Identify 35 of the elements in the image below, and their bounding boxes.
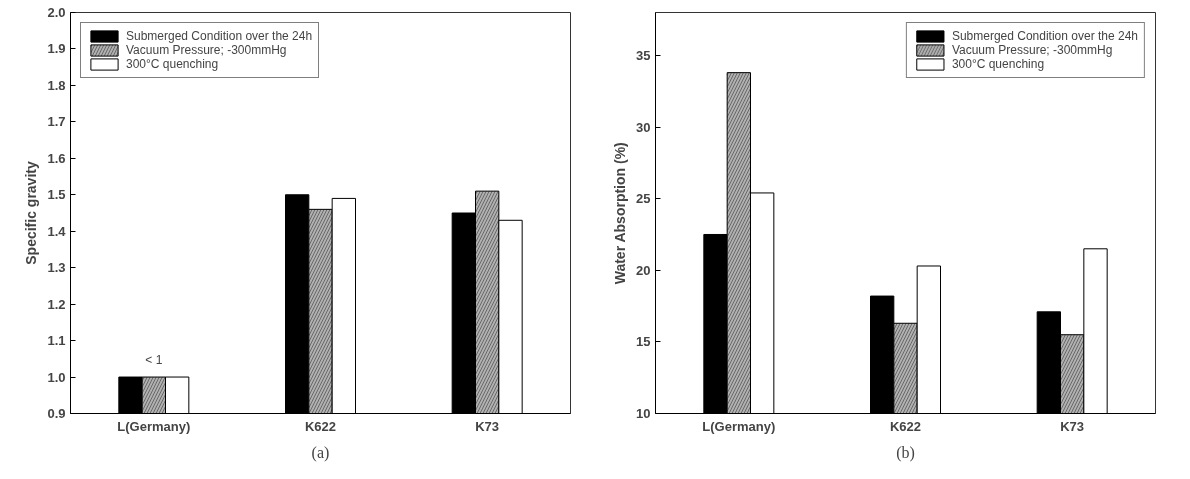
x-tick-label: L(Germany) (702, 418, 776, 434)
annotation: < 1 (145, 353, 163, 368)
legend-label: Vacuum Pressure; -300mmHg (951, 43, 1113, 57)
y-tick-label: 1.1 (47, 333, 66, 349)
x-tick-label: K73 (475, 418, 500, 434)
x-tick-label: K73 (1060, 418, 1085, 434)
text: (b) (896, 443, 915, 462)
x-tick-label: L(Germany) (117, 418, 191, 434)
legend-label: Submerged Condition over the 24h (126, 29, 313, 43)
y-axis-title: Specific gravity (23, 161, 40, 265)
y-axis-title: Water Absorption (%) (612, 142, 629, 285)
y-tick-label: 1.6 (47, 150, 66, 166)
y-tick-label: 1.9 (47, 41, 66, 57)
y-tick-label: 15 (636, 334, 651, 350)
y-tick-label: 1.3 (47, 260, 66, 276)
y-tick-label: 1.5 (47, 187, 66, 203)
y-tick-label: 35 (636, 47, 651, 63)
y-tick-label: 25 (636, 191, 651, 207)
y-tick-label: 1.2 (47, 296, 66, 312)
x-tick-label: K622 (889, 418, 922, 434)
y-tick-label: 1.8 (47, 77, 66, 93)
y-tick-label: 2.0 (47, 5, 66, 20)
y-tick-label: 1.0 (47, 369, 66, 385)
text: (a) (311, 443, 330, 462)
y-tick-label: 10 (636, 406, 651, 421)
y-tick-label: 30 (636, 119, 651, 135)
y-tick-label: 1.7 (47, 114, 66, 130)
y-tick-label: 1.4 (47, 223, 67, 239)
y-tick-label: 0.9 (47, 406, 66, 421)
legend-label: 300°C quenching (126, 57, 219, 71)
legend-label: Submerged Condition over the 24h (951, 29, 1138, 43)
legend-label: 300°C quenching (951, 57, 1045, 71)
y-tick-label: 20 (636, 262, 651, 278)
legend-label: Vacuum Pressure; -300mmHg (126, 43, 287, 57)
x-tick-label: K622 (304, 418, 337, 434)
